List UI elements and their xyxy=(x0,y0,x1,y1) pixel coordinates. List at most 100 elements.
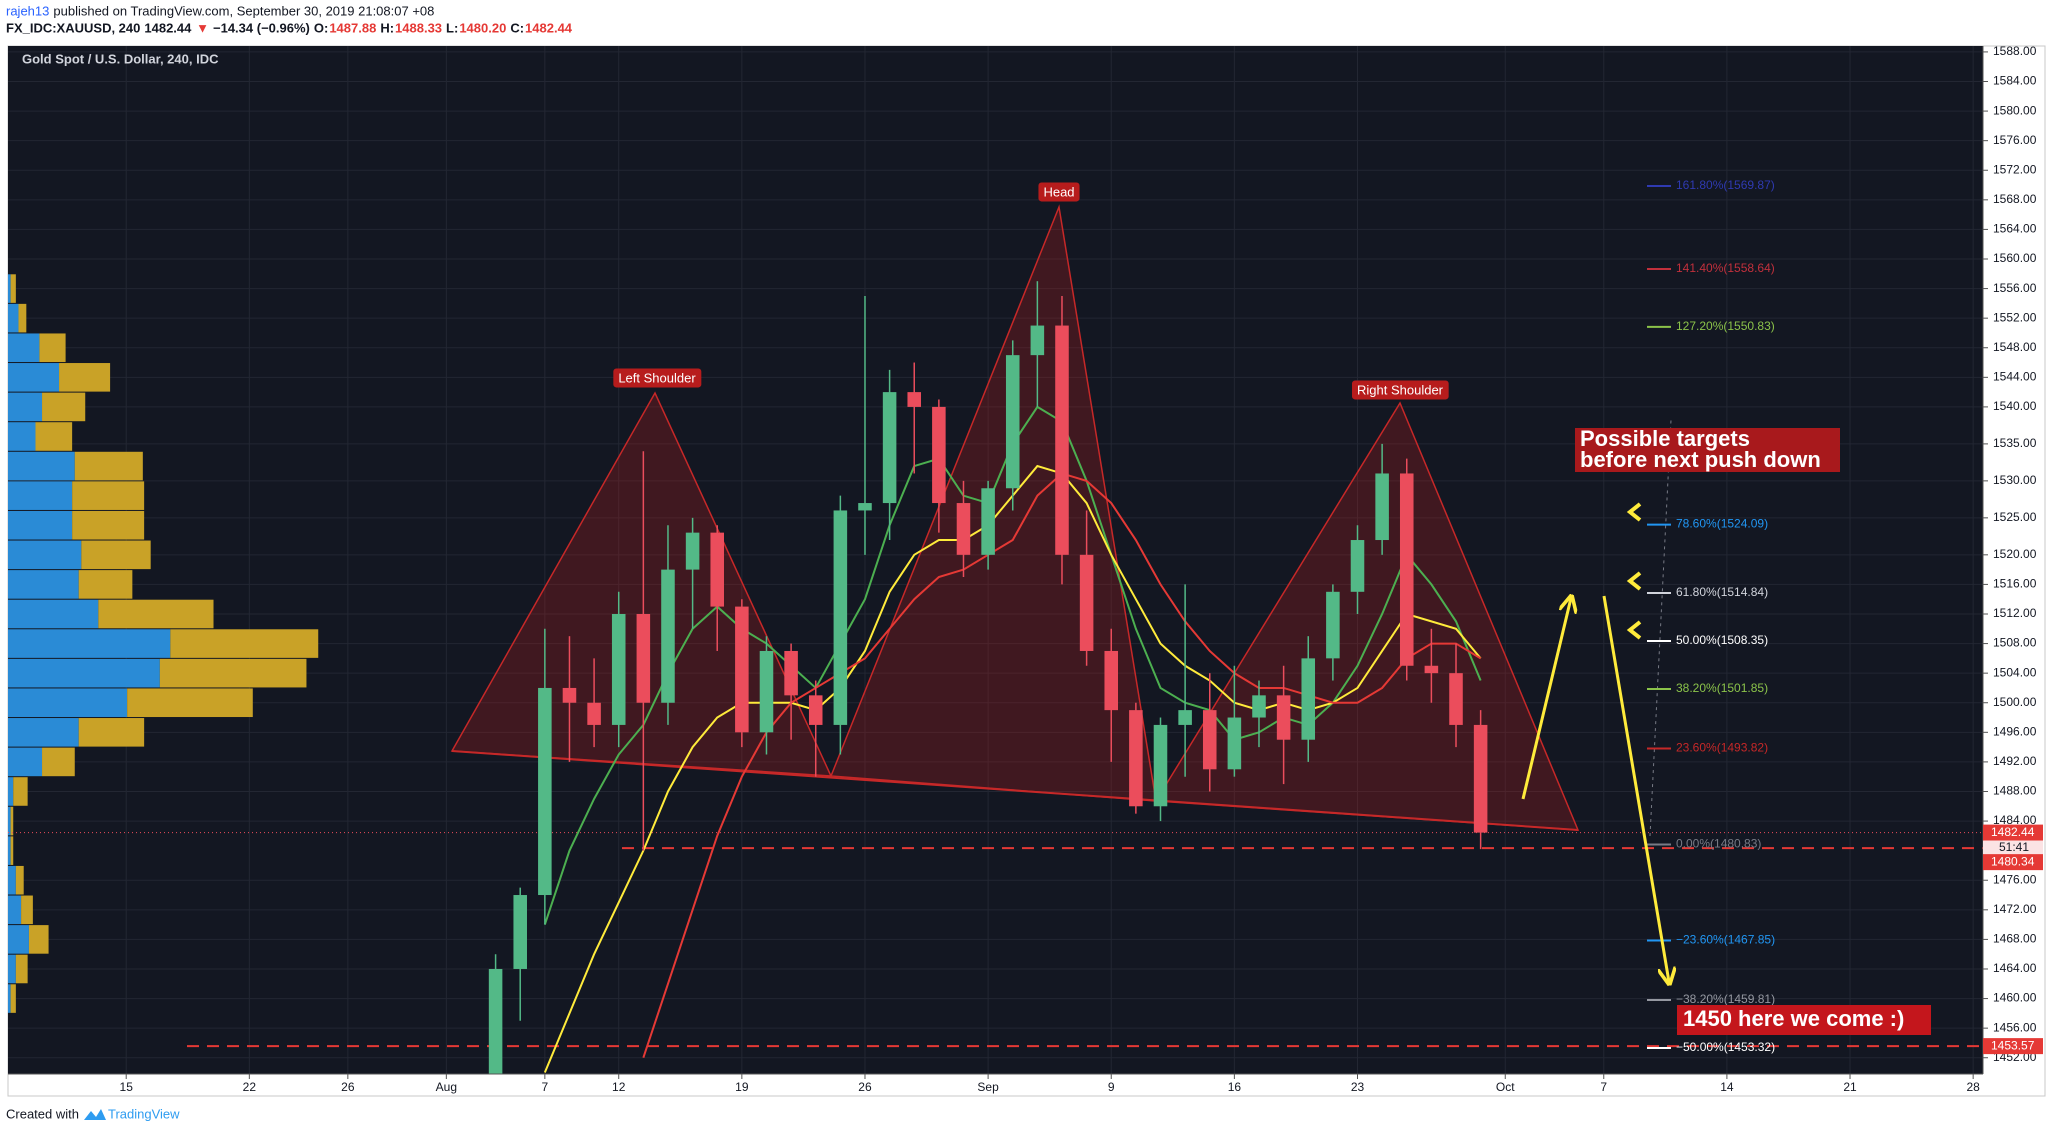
arrows xyxy=(1521,502,1669,982)
right-shoulder-label: Right Shoulder xyxy=(1357,382,1444,397)
tag-bg xyxy=(1038,182,1080,202)
y-tick-label: 1492.00 xyxy=(1993,754,2037,768)
price-tag-label: 1453.57 xyxy=(1991,1038,2035,1052)
profile-down xyxy=(21,895,33,925)
arrow-up xyxy=(1521,598,1571,800)
price-tag-label: 1482.44 xyxy=(1991,825,2035,839)
fib-label: 61.80%(1514.84) xyxy=(1676,585,1768,599)
y-tick-label: 1488.00 xyxy=(1993,784,2037,798)
x-tick-label: 28 xyxy=(1966,1080,1980,1094)
footer-brand[interactable]: TradingView xyxy=(108,1106,180,1121)
y-tick-label: 1508.00 xyxy=(1993,636,2037,650)
axes: 1588.00 1584.00 1580.00 1576.00 1572.00 1568.… xyxy=(8,44,2043,1094)
left-shoulder-label: Left Shoulder xyxy=(618,370,696,385)
target-low-box xyxy=(1677,1005,1931,1035)
candle-body xyxy=(1350,540,1365,592)
profile-down xyxy=(72,481,145,510)
head-label: Head xyxy=(1043,184,1074,199)
y-tick-label: 1568.00 xyxy=(1993,192,2037,206)
candle-body xyxy=(488,968,503,1074)
profile-down xyxy=(127,688,253,718)
candle-body xyxy=(1153,724,1168,807)
y-tick-label: 1560.00 xyxy=(1993,251,2037,265)
y-tick-label: 1468.00 xyxy=(1993,932,2037,946)
target-arrow xyxy=(1626,620,1642,640)
profile-down xyxy=(78,570,133,599)
profile-down xyxy=(10,274,16,303)
profile-up xyxy=(8,954,16,984)
countdown-bg xyxy=(1983,840,2043,855)
candle-body xyxy=(735,606,749,733)
x-tick-label: 7 xyxy=(542,1080,549,1094)
profile-up xyxy=(8,303,19,333)
x-tick-label: 15 xyxy=(120,1080,134,1094)
profile-up xyxy=(8,274,11,303)
profile-down xyxy=(42,392,86,422)
candle-body xyxy=(611,613,626,725)
x-tick-label: 16 xyxy=(1228,1080,1242,1094)
candle-body xyxy=(858,503,872,511)
footer-created: Created with xyxy=(6,1106,79,1121)
fib-label: 78.60%(1524.09) xyxy=(1676,517,1768,531)
x-tick-label: 12 xyxy=(612,1080,626,1094)
profile-down xyxy=(18,303,27,333)
profile-down xyxy=(78,718,145,747)
candle-body xyxy=(1227,717,1242,770)
fib-label: 141.40%(1558.64) xyxy=(1676,261,1775,275)
candle-body xyxy=(538,687,552,896)
tag-bg xyxy=(613,368,702,388)
change-arrow: ▼ xyxy=(196,20,209,35)
profile-down xyxy=(15,865,24,895)
candle-body xyxy=(1375,473,1389,541)
profile-down xyxy=(15,954,28,984)
candle-body xyxy=(1202,710,1217,770)
y-tick-label: 1548.00 xyxy=(1993,340,2037,354)
fib-label: −38.20%(1459.81) xyxy=(1676,992,1775,1006)
x-tick-label: 22 xyxy=(243,1080,257,1094)
price-tag xyxy=(1983,824,2043,841)
plot-area xyxy=(8,46,1983,1074)
x-tick-label: Oct xyxy=(1496,1080,1515,1094)
symbol: FX_IDC:XAUUSD, 240 xyxy=(6,20,140,35)
profile-up xyxy=(8,718,79,747)
y-tick-label: 1504.00 xyxy=(1993,665,2037,679)
tag-bg xyxy=(1352,380,1449,400)
profile-up xyxy=(8,333,40,363)
profile-down xyxy=(10,806,14,836)
profile-up xyxy=(8,777,14,806)
candle-body xyxy=(1276,695,1291,740)
price-tag-label: 1480.34 xyxy=(1991,854,2035,868)
author[interactable]: rajeh13 xyxy=(6,3,49,18)
candle-body xyxy=(1301,658,1316,740)
candle-body xyxy=(784,650,798,696)
y-tick-label: 1512.00 xyxy=(1993,606,2037,620)
candle-body xyxy=(956,503,971,555)
ohlc-value: 1482.44 xyxy=(525,20,573,35)
profile-down xyxy=(81,540,151,570)
candle-body xyxy=(907,392,922,407)
price-tag xyxy=(1983,854,2043,871)
candle-body xyxy=(1252,695,1266,718)
profile-down xyxy=(39,333,66,363)
x-tick-label: 9 xyxy=(1108,1080,1115,1094)
candle-body xyxy=(636,613,651,703)
fib-label: 0.00%(1480.83) xyxy=(1676,837,1761,851)
profile-up xyxy=(8,865,16,895)
x-tick-label: 7 xyxy=(1600,1080,1607,1094)
x-tick-label: 23 xyxy=(1351,1080,1365,1094)
fibonacci: 161.80%(1569.87) 141.40%(1558.64) 127.20%(… xyxy=(1647,178,1775,1054)
y-tick-label: 1544.00 xyxy=(1993,369,2037,383)
y-tick-label: 1520.00 xyxy=(1993,547,2037,561)
profile-up xyxy=(8,925,29,954)
fib-label: −50.00%(1453.32) xyxy=(1676,1040,1775,1054)
y-tick-label: 1572.00 xyxy=(1993,162,2037,176)
profile-up xyxy=(8,895,22,925)
profile-down xyxy=(42,747,75,777)
y-tick-label: 1576.00 xyxy=(1993,133,2037,147)
profile-up xyxy=(8,540,82,570)
profile-up xyxy=(8,747,43,777)
ohlc-label: C: xyxy=(510,20,524,35)
candle-body xyxy=(710,532,724,607)
profile-down xyxy=(72,510,145,540)
